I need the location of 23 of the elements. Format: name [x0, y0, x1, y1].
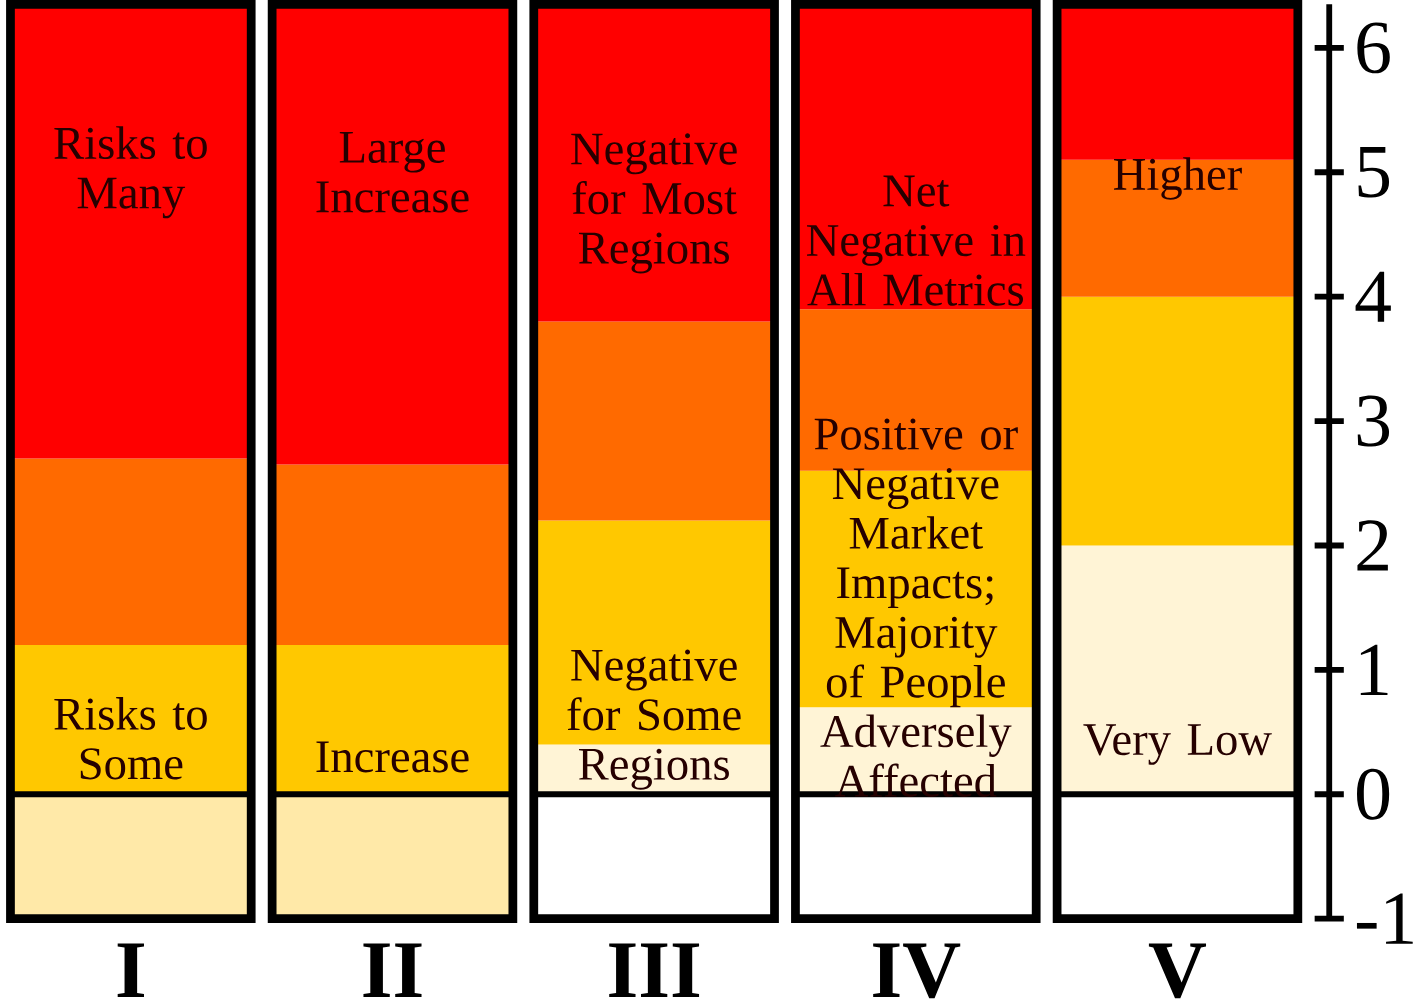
x-tick-label: I — [117, 943, 144, 998]
y-tick-label: 3 — [1357, 395, 1390, 447]
annotation: Increase — [316, 741, 469, 773]
annotation: Large Increase — [316, 132, 469, 213]
y-tick-label: 5 — [1358, 147, 1390, 198]
annotation: Negative for Some Regions — [567, 649, 741, 790]
y-tick-label: 6 — [1357, 22, 1390, 74]
annotation: Very Low — [1083, 724, 1272, 765]
x-tick-label: IV — [873, 943, 961, 999]
annotation: Net Negative in All Metrics — [807, 175, 1026, 306]
y-tick-label: 4 — [1355, 271, 1391, 322]
x-tick-label: II — [363, 943, 422, 998]
y-tick-label: 1 — [1360, 644, 1388, 695]
annotation: Positive or Negative Market Impacts; Majority of People Adversely Affected — [814, 418, 1018, 797]
annotation: Risks to Some — [54, 697, 207, 780]
y-tick-label: 2 — [1357, 520, 1388, 571]
x-tick-label: V — [1148, 943, 1207, 999]
y-tick-label: -1 — [1356, 893, 1413, 944]
annotation: Negative for Most Regions — [571, 133, 737, 274]
x-tick-label: III — [609, 943, 700, 998]
annotation: Risks to Many — [54, 126, 207, 219]
annotation: Higher — [1114, 157, 1242, 200]
y-tick-label: 0 — [1357, 768, 1390, 820]
